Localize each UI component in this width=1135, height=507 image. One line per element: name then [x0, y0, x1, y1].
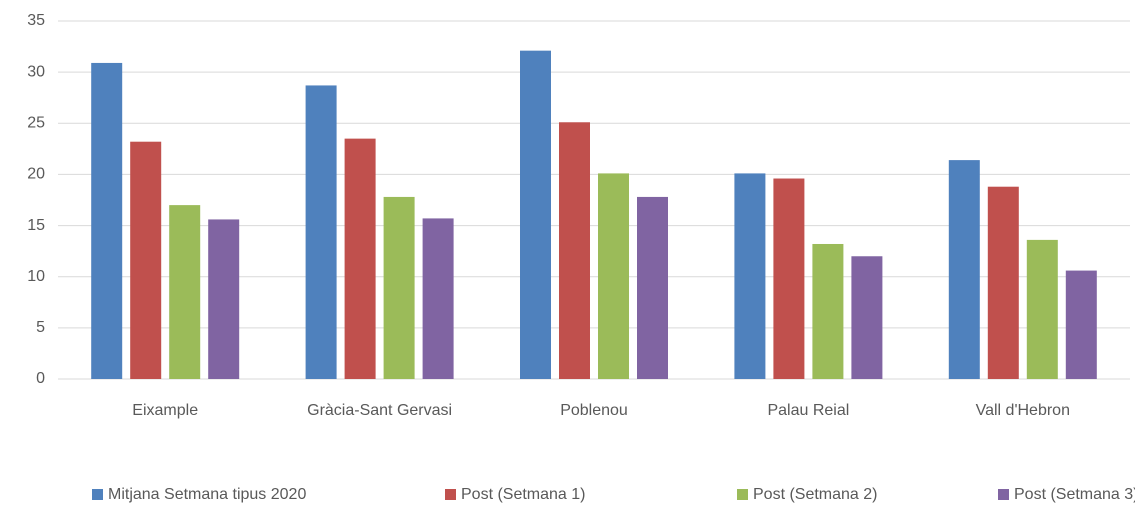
legend-label: Post (Setmana 3) [1014, 486, 1135, 503]
legend-swatch [737, 489, 748, 500]
y-tick-label: 0 [36, 370, 45, 387]
legend-swatch [92, 489, 103, 500]
y-tick-label: 35 [27, 12, 45, 29]
bar [383, 196, 415, 379]
bar [734, 173, 766, 379]
y-tick-label: 20 [27, 166, 45, 183]
y-tick-label: 25 [27, 115, 45, 132]
bar [948, 160, 980, 379]
bar [773, 178, 805, 379]
bar [91, 62, 123, 380]
bar [305, 85, 337, 379]
bar [208, 219, 240, 379]
x-tick-label: Vall d'Hebron [976, 402, 1070, 419]
x-tick-label: Eixample [132, 402, 198, 419]
bar [851, 256, 883, 379]
bar [637, 196, 668, 379]
bar [169, 205, 201, 379]
y-tick-label: 30 [27, 63, 45, 80]
bar [1026, 239, 1058, 379]
x-tick-label: Poblenou [560, 402, 628, 419]
legend-label: Post (Setmana 2) [753, 486, 878, 503]
y-tick-label: 10 [27, 268, 45, 285]
bar [344, 138, 376, 379]
x-tick-label: Gràcia-Sant Gervasi [307, 402, 452, 419]
legend-label: Post (Setmana 1) [461, 486, 586, 503]
bar [987, 186, 1019, 379]
bar [812, 243, 844, 379]
bar [520, 50, 551, 380]
y-tick-label: 5 [36, 319, 45, 336]
y-tick-label: 15 [27, 217, 45, 234]
legend-swatch [445, 489, 456, 500]
bar [130, 141, 162, 379]
x-tick-label: Palau Reial [767, 402, 849, 419]
bar [559, 122, 590, 380]
legend-swatch [998, 489, 1009, 500]
bar [1065, 270, 1097, 379]
bar [598, 173, 629, 379]
bar [422, 218, 454, 379]
legend-label: Mitjana Setmana tipus 2020 [108, 486, 306, 503]
